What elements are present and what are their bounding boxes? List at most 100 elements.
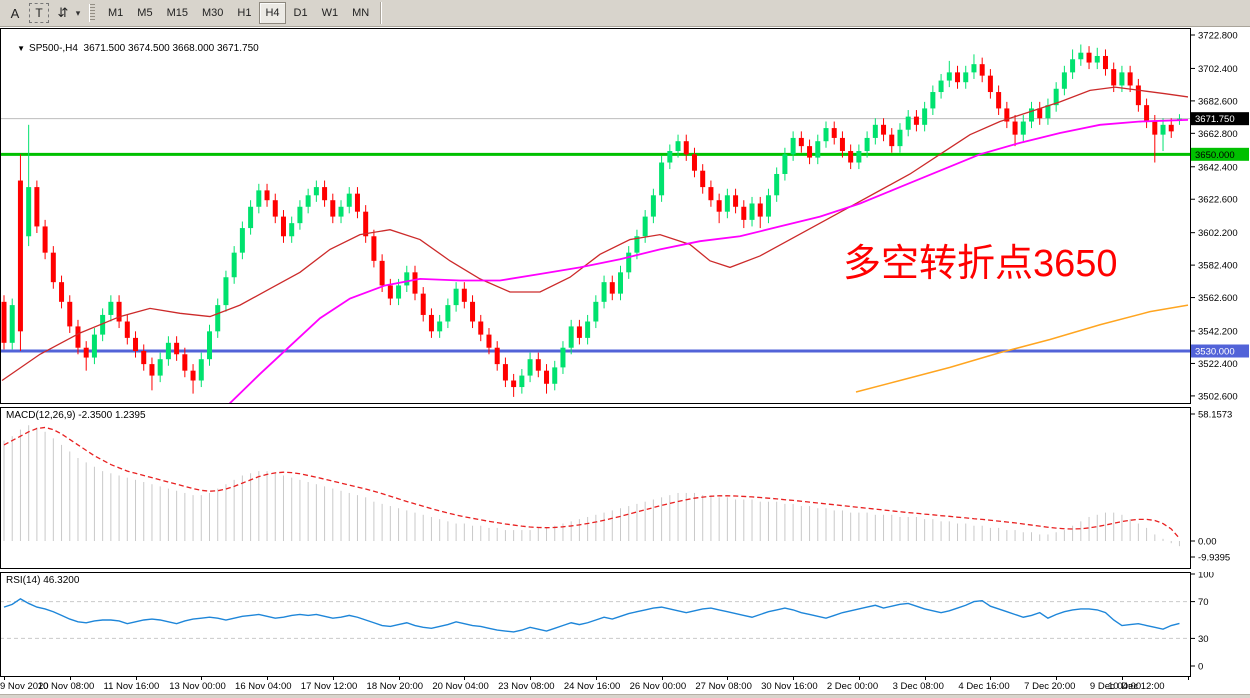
time-tick xyxy=(4,677,5,680)
time-label: 30 Nov 16:00 xyxy=(761,681,818,692)
time-label: 27 Nov 08:00 xyxy=(695,681,752,692)
time-label: 7 Dec 20:00 xyxy=(1024,681,1076,692)
toolbar-grip[interactable] xyxy=(89,4,95,22)
time-label: 20 Nov 04:00 xyxy=(432,681,489,692)
timeframe-w1[interactable]: W1 xyxy=(321,7,339,19)
rsi-tick-label: 30 xyxy=(1198,634,1209,645)
toolbar-separator xyxy=(380,2,383,24)
current-price-badge xyxy=(1191,112,1249,126)
timeframe-mn[interactable]: MN xyxy=(352,7,370,19)
price-tick-label: 3522.400 xyxy=(1198,359,1238,370)
macd-indicator-panel[interactable]: 58.1573 0.00 -9.9395 xyxy=(0,407,1250,569)
object-arrange-tool[interactable]: ⇵ xyxy=(57,5,69,20)
price-tick-label: 3622.600 xyxy=(1198,195,1238,206)
text-annotation-3650[interactable]: 多空转折点3650 xyxy=(843,243,1118,285)
time-tick xyxy=(201,677,203,680)
timeframe-m15[interactable]: M15 xyxy=(166,7,188,19)
time-label: 9 Dec 04:00 xyxy=(1089,681,1142,692)
time-label: 11 Nov 16:00 xyxy=(103,681,160,692)
price-tick-label: 3502.600 xyxy=(1198,391,1238,402)
time-label: 17 Nov 12:00 xyxy=(300,681,358,692)
timeframe-d1[interactable]: D1 xyxy=(293,7,308,19)
collapse-arrow-icon[interactable]: ▼ xyxy=(17,44,26,53)
current-price-badge-text: 3671.750 xyxy=(1195,114,1235,125)
time-tick xyxy=(1187,677,1189,680)
time-tick xyxy=(530,677,532,680)
chart-header-text: SP500-,H4 3671.500 3674.500 3668.000 367… xyxy=(29,43,259,54)
time-label: 10 Nov 08:00 xyxy=(37,681,95,692)
price-tick-label: 3542.200 xyxy=(1198,327,1238,338)
candles-layer xyxy=(1,44,1182,397)
time-tick xyxy=(1056,677,1058,680)
rsi-line xyxy=(3,598,1180,633)
price-tick-label: 3642.400 xyxy=(1198,162,1238,173)
rsi-tick-label: 70 xyxy=(1198,597,1209,608)
macd-label: MACD(12,26,9) -2.3500 1.2395 xyxy=(6,410,146,421)
time-label: 24 Nov 16:00 xyxy=(563,681,621,692)
time-tick xyxy=(1121,677,1123,680)
timeframe-m30[interactable]: M30 xyxy=(201,7,224,19)
rsi-border xyxy=(0,572,1191,677)
timeframe-h4[interactable]: H4 xyxy=(259,2,286,24)
window-bottom-edge xyxy=(0,694,1250,698)
rsi-tick-label: 100 xyxy=(1198,572,1214,581)
object-arrange-caret[interactable]: ▾ xyxy=(75,7,81,18)
rsi-indicator-panel[interactable]: 100 70 30 0 xyxy=(0,572,1250,677)
price-axis[interactable]: 3722.800 3702.400 3682.600 3662.800 3642.400… xyxy=(1190,31,1249,403)
macd-tick-label: -9.9395 xyxy=(1198,553,1230,564)
timeframe-m5[interactable]: M5 xyxy=(137,7,153,19)
text-annotation-tool[interactable]: A xyxy=(10,5,20,21)
time-label: 10 Dec 12:00 xyxy=(1108,681,1165,692)
main-price-chart[interactable]: 3722.800 3702.400 3682.600 3662.800 3642.400… xyxy=(0,28,1250,404)
toolbar: A T ⇵ ▾ M1 M5 M15 M30 H1 H4 D1 W1 MN xyxy=(0,0,1250,27)
time-tick xyxy=(793,677,795,680)
price-tick-label: 3562.600 xyxy=(1198,293,1238,304)
timeframe-group: M1 M5 M15 M30 H1 H4 D1 W1 MN xyxy=(101,2,376,24)
time-tick xyxy=(661,677,663,680)
timeframe-m1[interactable]: M1 xyxy=(108,7,124,19)
panel-splitter-1[interactable] xyxy=(0,404,1250,407)
ma-mid-magenta xyxy=(227,119,1189,404)
price-tick-label: 3602.200 xyxy=(1198,228,1238,239)
price-tick-label: 3582.400 xyxy=(1198,261,1238,272)
time-label: 23 Nov 08:00 xyxy=(498,681,555,692)
rsi-axis[interactable]: 100 70 30 0 xyxy=(1190,572,1214,673)
rsi-label: RSI(14) 46.3200 xyxy=(6,575,80,586)
text-box-tool[interactable]: T xyxy=(29,3,49,23)
time-tick xyxy=(135,677,137,680)
level-3530-badge xyxy=(1191,344,1249,358)
time-label: 13 Nov 00:00 xyxy=(169,681,226,692)
time-label: 3 Dec 08:00 xyxy=(892,681,944,692)
time-tick xyxy=(727,677,729,680)
ma-fast-red xyxy=(1,86,1189,382)
time-tick xyxy=(332,677,334,680)
tool-buttons: A T ⇵ ▾ xyxy=(3,3,85,23)
time-tick xyxy=(69,677,71,680)
time-label: 16 Nov 04:00 xyxy=(235,681,292,692)
macd-tick-label: 0.00 xyxy=(1198,537,1217,548)
time-label: 9 Nov 2020 xyxy=(0,681,49,692)
time-tick xyxy=(464,677,466,680)
time-label: 4 Dec 16:00 xyxy=(958,681,1010,692)
macd-axis[interactable]: 58.1573 0.00 -9.9395 xyxy=(1190,409,1232,564)
time-tick xyxy=(595,677,597,680)
time-label: 26 Nov 00:00 xyxy=(629,681,687,692)
time-label: 2 Dec 00:00 xyxy=(826,681,879,692)
chart-header: ▼ SP500-,H4 3671.500 3674.500 3668.000 36… xyxy=(6,32,259,65)
macd-tick-label: 58.1573 xyxy=(1198,409,1232,420)
macd-border xyxy=(0,407,1191,569)
level-3650-badge xyxy=(1191,147,1249,161)
time-tick xyxy=(990,677,992,680)
price-tick-label: 3662.800 xyxy=(1198,129,1238,140)
main-chart-border xyxy=(0,28,1191,404)
macd-signal-line xyxy=(3,426,1180,539)
time-tick xyxy=(924,677,926,680)
time-axis[interactable]: 9 Nov 2020 10 Nov 08:00 11 Nov 16:00 13 Nov… xyxy=(0,677,1250,694)
ma-slow-orange xyxy=(855,304,1189,393)
price-tick-label: 3722.800 xyxy=(1198,31,1238,42)
panel-splitter-2[interactable] xyxy=(0,569,1250,572)
timeframe-h1[interactable]: H1 xyxy=(237,7,252,19)
level-3530-badge-text: 3530.000 xyxy=(1195,346,1235,357)
time-tick xyxy=(858,677,860,680)
